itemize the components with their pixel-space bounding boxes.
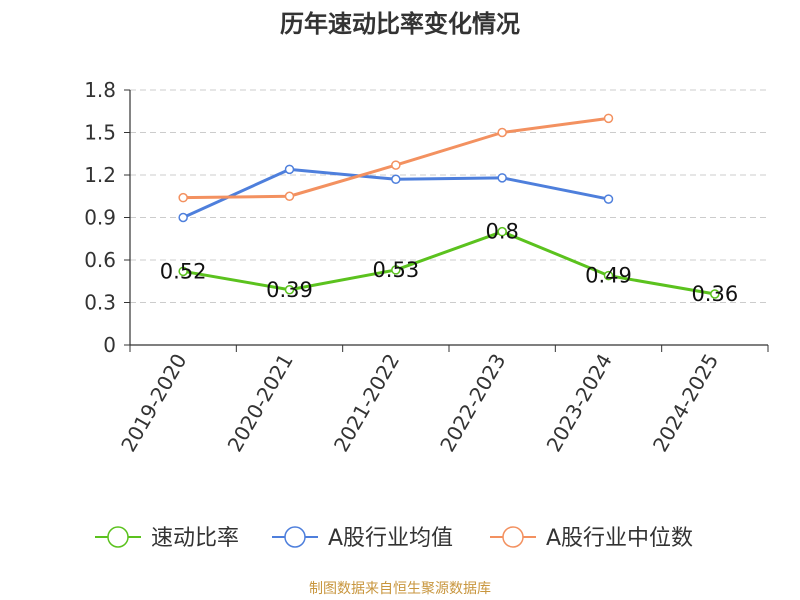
- data-point: [284, 191, 295, 201]
- data-point: [391, 160, 401, 170]
- series-lines: [178, 113, 720, 299]
- x-tick-label: 2024-2025: [648, 350, 723, 456]
- legend-label: 速动比率: [151, 526, 239, 551]
- legend-item[interactable]: A股行业中位数: [490, 526, 693, 551]
- source-note: 制图数据来自恒生聚源数据库: [309, 581, 491, 597]
- data-point: [710, 289, 720, 299]
- data-label: 0.39: [266, 278, 313, 302]
- series-0: [178, 226, 720, 299]
- data-point: [603, 113, 614, 124]
- legend-marker: [502, 526, 524, 548]
- legend-label: A股行业均值: [328, 526, 453, 551]
- y-tick-label: 0: [103, 333, 116, 357]
- legend-marker: [107, 526, 129, 548]
- data-point: [391, 265, 401, 275]
- x-tick-label: 2023-2024: [542, 350, 617, 456]
- data-point: [603, 194, 614, 204]
- data-point: [178, 266, 188, 277]
- y-tick-label: 1.5: [84, 121, 116, 145]
- data-point: [178, 212, 188, 223]
- y-axis-tick-labels: 0 0.3 0.6 0.9 1.2 1.5 1.8: [84, 78, 116, 357]
- data-label: 0.52: [160, 259, 207, 283]
- data-point: [284, 164, 295, 175]
- y-tick-label: 1.2: [84, 163, 116, 187]
- y-tick-label: 0.3: [84, 291, 116, 315]
- legend[interactable]: 速动比率 A股行业均值 A股行业中位数: [95, 526, 693, 551]
- series-2: [178, 113, 614, 203]
- axes: [124, 89, 769, 352]
- x-tick-label: 2020-2021: [223, 350, 298, 456]
- y-tick-label: 0.9: [84, 206, 116, 230]
- data-label: 0.53: [372, 258, 419, 282]
- legend-item[interactable]: 速动比率: [95, 526, 239, 551]
- chart-title: 历年速动比率变化情况: [280, 10, 520, 38]
- x-tick-label: 2022-2023: [435, 349, 510, 455]
- data-point: [497, 226, 507, 237]
- data-point: [178, 192, 188, 203]
- x-tick-label: 2019-2020: [116, 350, 191, 456]
- data-label: 0.8: [485, 220, 518, 244]
- data-point: [497, 127, 507, 138]
- data-point: [603, 270, 614, 281]
- grid-lines: [130, 89, 768, 303]
- series-line: [182, 230, 716, 296]
- y-tick-label: 1.8: [84, 78, 116, 102]
- y-tick-label: 0.6: [84, 248, 116, 272]
- legend-label: A股行业中位数: [546, 526, 693, 551]
- data-label: 0.49: [585, 264, 632, 288]
- data-label: 0.36: [691, 282, 738, 306]
- data-labels: 0.52 0.39 0.53 0.8 0.49 0.36: [160, 220, 738, 306]
- x-axis-tick-labels: 2019-2020 2020-2021 2021-2022 2022-2023 2023…: [116, 349, 723, 455]
- data-point: [497, 173, 507, 183]
- data-point: [284, 285, 295, 295]
- legend-item[interactable]: A股行业均值: [272, 526, 453, 551]
- x-tick-label: 2021-2022: [329, 350, 404, 456]
- series-1: [178, 164, 614, 223]
- data-point: [391, 174, 401, 184]
- legend-marker: [284, 526, 306, 548]
